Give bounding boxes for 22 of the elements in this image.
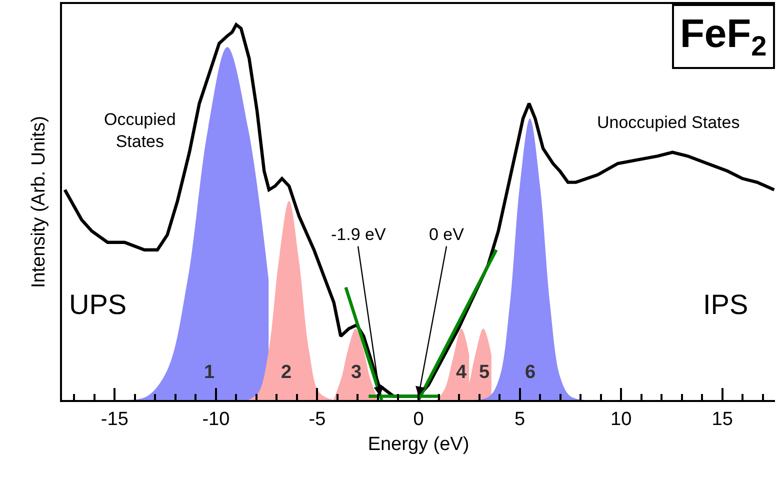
x-tick-label: 10 [610, 408, 632, 430]
x-tick-label: 15 [712, 408, 733, 430]
annotation: 2 [281, 362, 292, 383]
annotation: UPS [69, 289, 127, 320]
annotation: 4 [456, 362, 467, 383]
x-tick-label: -15 [100, 408, 128, 430]
x-tick-label: -10 [202, 408, 230, 430]
annotation: Occupied States [104, 110, 176, 152]
annotation: -1.9 eV [331, 225, 386, 244]
x-tick-label: 5 [514, 408, 526, 430]
y-axis-title: Intensity (Arb. Units) [28, 116, 50, 288]
annotation: FeF$_{2}$ [680, 12, 767, 62]
x-tick-label: -5 [308, 408, 326, 430]
x-tick-label: 0 [413, 408, 424, 430]
annotation: 1 [204, 362, 215, 383]
annotation: Unoccupied States [597, 113, 740, 132]
x-axis-title: Energy (eV) [368, 434, 470, 456]
annotation: 3 [351, 362, 362, 383]
annotation: 6 [525, 362, 536, 383]
annotation: 0 eV [429, 225, 465, 244]
annotation: IPS [703, 289, 748, 320]
annotation: 5 [479, 362, 490, 383]
